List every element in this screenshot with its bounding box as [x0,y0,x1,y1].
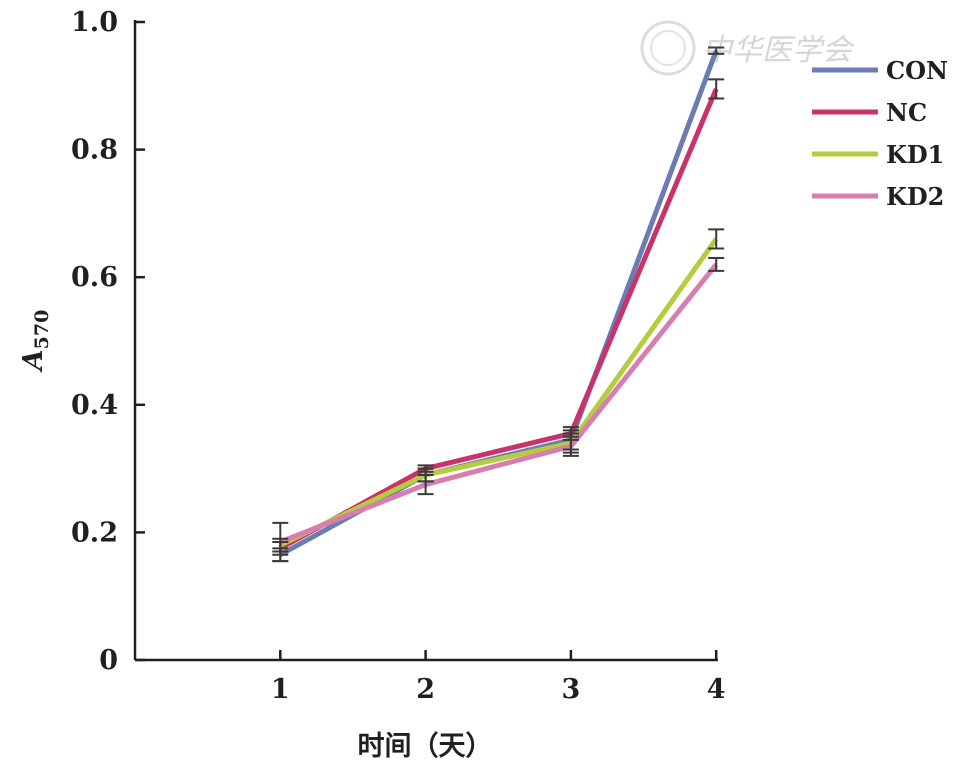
series-line-con [279,49,719,557]
error-bar [708,257,725,272]
error-bar [272,521,289,563]
series-line-nc [279,88,719,551]
series-line-kd2 [279,262,719,545]
svg-text:A570: A570 [18,310,53,374]
y-ticks: 0 0.2 0.4 0.6 0.8 1.0 [71,7,145,676]
x-tick-label: 3 [562,674,581,705]
x-tick-label: 2 [416,674,435,705]
watermark-seal-icon [640,20,696,76]
y-tick-label: 0.2 [71,517,118,548]
y-tick-label: 0.6 [71,262,118,293]
legend-label-con: CON [886,56,948,85]
y-tick-label: 1.0 [71,7,118,38]
y-tick-label: 0 [99,645,118,676]
x-tick-label: 4 [707,674,726,705]
error-bar [708,78,725,100]
watermark-text: 中华医学会 [702,33,855,68]
legend-label-kd2: KD2 [886,182,944,211]
error-bar [417,473,434,496]
series-line-kd1 [279,237,719,548]
y-tick-label: 0.4 [71,390,118,421]
error-bar [708,228,725,250]
x-tick-label: 1 [271,674,290,705]
error-bar [708,46,725,55]
legend-label-nc: NC [886,98,927,127]
legend: CON NC KD1 KD2 [812,56,948,211]
x-ticks: 1 2 3 4 [271,650,726,705]
legend-label-kd1: KD1 [886,140,944,169]
y-axis-title-sub: 570 [31,310,53,350]
series-group [272,46,725,563]
x-axis-title: 时间（天） [358,731,493,762]
y-axis-title-main: A [18,349,49,373]
watermark: 中华医学会 [640,20,855,76]
error-bar [562,435,579,457]
y-axis-title: A570 [18,310,53,374]
y-tick-label: 0.8 [71,135,118,166]
